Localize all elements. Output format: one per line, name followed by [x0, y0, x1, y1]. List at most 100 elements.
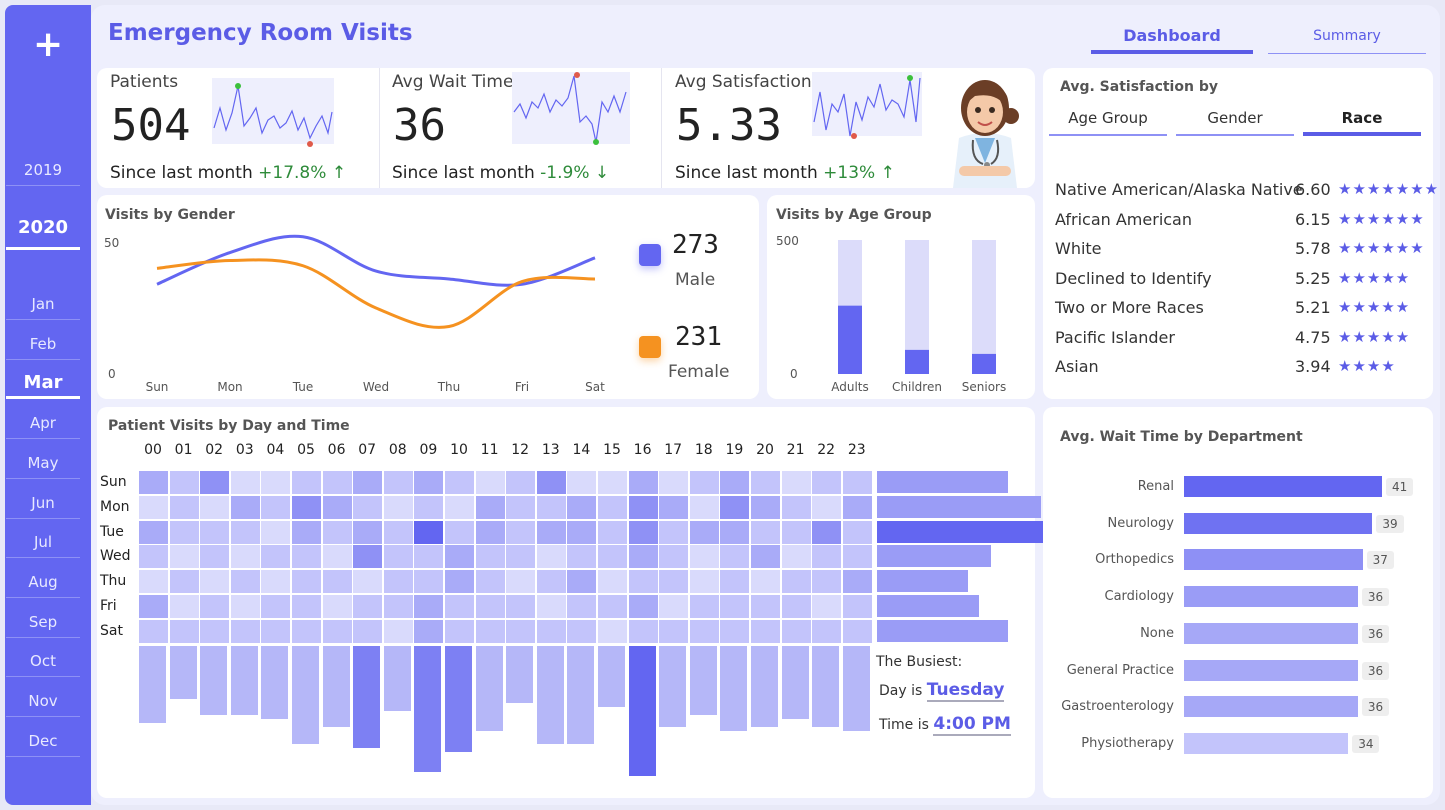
- heatmap-cell[interactable]: [292, 520, 321, 544]
- heatmap-cell[interactable]: [414, 545, 444, 569]
- heatmap-cell[interactable]: [475, 570, 505, 594]
- tab-race[interactable]: Race: [1303, 106, 1421, 136]
- heatmap-cell[interactable]: [628, 520, 658, 544]
- heatmap-cell[interactable]: [475, 595, 505, 618]
- plus-icon[interactable]: +: [33, 24, 64, 65]
- tab-summary[interactable]: Summary: [1268, 26, 1426, 54]
- heatmap-cell[interactable]: [812, 495, 842, 519]
- heatmap-cell[interactable]: [628, 545, 658, 569]
- heatmap-cell[interactable]: [598, 595, 627, 618]
- heatmap-cell[interactable]: [689, 495, 719, 519]
- heatmap-cell[interactable]: [751, 619, 780, 643]
- heatmap-cell[interactable]: [567, 471, 597, 494]
- heatmap-cell[interactable]: [261, 619, 291, 643]
- heatmap-cell[interactable]: [445, 471, 474, 494]
- heatmap-cell[interactable]: [139, 619, 168, 643]
- heatmap-cell[interactable]: [292, 595, 321, 618]
- heatmap-cell[interactable]: [506, 595, 536, 618]
- heatmap-cell[interactable]: [689, 520, 719, 544]
- heatmap-cell[interactable]: [781, 570, 811, 594]
- heatmap-cell[interactable]: [659, 520, 689, 544]
- heatmap-cell[interactable]: [598, 570, 627, 594]
- heatmap-cell[interactable]: [169, 570, 199, 594]
- year-2019[interactable]: 2019: [6, 156, 80, 186]
- heatmap-cell[interactable]: [353, 545, 383, 569]
- heatmap-cell[interactable]: [230, 471, 260, 494]
- heatmap-cell[interactable]: [598, 520, 627, 544]
- heatmap-cell[interactable]: [751, 570, 780, 594]
- heatmap-cell[interactable]: [383, 520, 413, 544]
- heatmap-cell[interactable]: [200, 520, 230, 544]
- heatmap-cell[interactable]: [200, 495, 230, 519]
- heatmap-cell[interactable]: [689, 471, 719, 494]
- heatmap-cell[interactable]: [628, 570, 658, 594]
- heatmap-cell[interactable]: [261, 570, 291, 594]
- heatmap-cell[interactable]: [169, 619, 199, 643]
- heatmap-cell[interactable]: [261, 495, 291, 519]
- heatmap-cell[interactable]: [414, 619, 444, 643]
- month-oct[interactable]: Oct: [6, 647, 80, 678]
- heatmap-cell[interactable]: [353, 471, 383, 494]
- heatmap-cell[interactable]: [781, 619, 811, 643]
- heatmap-cell[interactable]: [781, 595, 811, 618]
- heatmap-cell[interactable]: [475, 619, 505, 643]
- heatmap-cell[interactable]: [781, 495, 811, 519]
- heatmap-cell[interactable]: [506, 545, 536, 569]
- month-jun[interactable]: Jun: [6, 489, 80, 519]
- heatmap-cell[interactable]: [169, 471, 199, 494]
- month-nov[interactable]: Nov: [6, 687, 80, 717]
- heatmap-cell[interactable]: [169, 595, 199, 618]
- heatmap-cell[interactable]: [353, 570, 383, 594]
- heatmap-cell[interactable]: [200, 545, 230, 569]
- heatmap-cell[interactable]: [200, 471, 230, 494]
- heatmap-cell[interactable]: [598, 471, 627, 494]
- heatmap-cell[interactable]: [261, 595, 291, 618]
- heatmap-cell[interactable]: [842, 520, 872, 544]
- heatmap-cell[interactable]: [445, 570, 474, 594]
- heatmap-cell[interactable]: [598, 619, 627, 643]
- heatmap-cell[interactable]: [261, 545, 291, 569]
- heatmap-cell[interactable]: [842, 471, 872, 494]
- heatmap-cell[interactable]: [292, 570, 321, 594]
- month-sep[interactable]: Sep: [6, 608, 80, 638]
- tab-dashboard[interactable]: Dashboard: [1091, 26, 1253, 54]
- heatmap-cell[interactable]: [353, 520, 383, 544]
- heatmap-cell[interactable]: [720, 619, 750, 643]
- tab-gender[interactable]: Gender: [1176, 106, 1294, 136]
- heatmap-cell[interactable]: [353, 619, 383, 643]
- heatmap-cell[interactable]: [842, 619, 872, 643]
- tab-age-group[interactable]: Age Group: [1049, 106, 1167, 136]
- heatmap-cell[interactable]: [598, 495, 627, 519]
- heatmap-cell[interactable]: [261, 471, 291, 494]
- heatmap-cell[interactable]: [659, 495, 689, 519]
- heatmap-cell[interactable]: [353, 595, 383, 618]
- heatmap-cell[interactable]: [230, 495, 260, 519]
- heatmap-cell[interactable]: [506, 570, 536, 594]
- heatmap-cell[interactable]: [659, 471, 689, 494]
- heatmap-cell[interactable]: [322, 471, 352, 494]
- heatmap-cell[interactable]: [506, 520, 536, 544]
- heatmap-cell[interactable]: [139, 495, 168, 519]
- heatmap-cell[interactable]: [445, 595, 474, 618]
- heatmap-cell[interactable]: [230, 545, 260, 569]
- month-feb[interactable]: Feb: [6, 330, 80, 360]
- heatmap-cell[interactable]: [751, 471, 780, 494]
- heatmap-cell[interactable]: [781, 471, 811, 494]
- heatmap-cell[interactable]: [169, 520, 199, 544]
- heatmap-cell[interactable]: [414, 471, 444, 494]
- heatmap-cell[interactable]: [536, 520, 566, 544]
- heatmap-cell[interactable]: [445, 520, 474, 544]
- heatmap-cell[interactable]: [169, 495, 199, 519]
- heatmap-cell[interactable]: [536, 570, 566, 594]
- heatmap-cell[interactable]: [689, 570, 719, 594]
- heatmap-cell[interactable]: [751, 545, 780, 569]
- heatmap-cell[interactable]: [292, 619, 321, 643]
- heatmap-cell[interactable]: [445, 495, 474, 519]
- heatmap-cell[interactable]: [536, 471, 566, 494]
- year-2020[interactable]: 2020: [6, 214, 80, 250]
- heatmap-cell[interactable]: [781, 545, 811, 569]
- month-apr[interactable]: Apr: [6, 409, 80, 440]
- heatmap-cell[interactable]: [292, 471, 321, 494]
- heatmap-cell[interactable]: [567, 520, 597, 544]
- heatmap-cell[interactable]: [842, 545, 872, 569]
